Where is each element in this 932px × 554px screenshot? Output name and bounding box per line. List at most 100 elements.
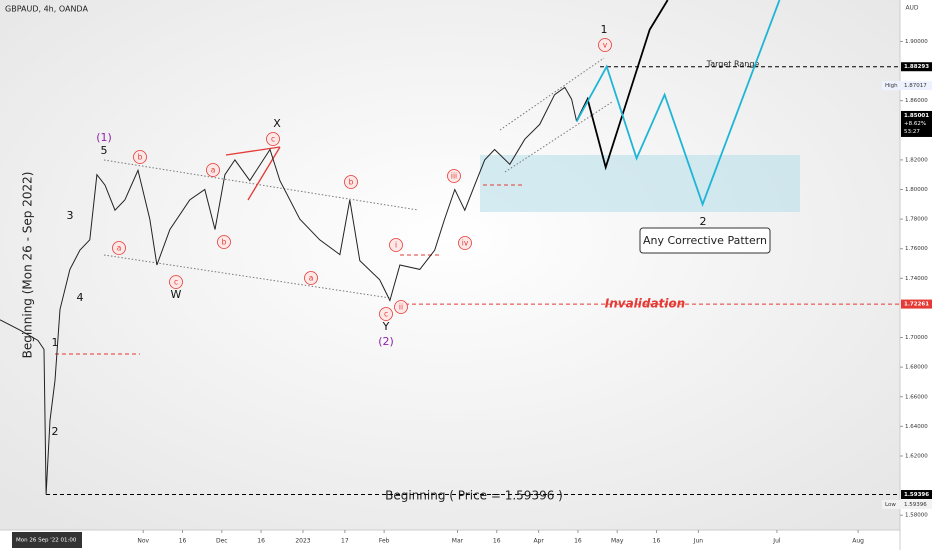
price-label: 1.59396 [904,492,929,498]
wave-circle [458,236,472,250]
high-label: High [885,83,898,89]
channel-line [103,159,419,211]
projection-line [575,0,781,207]
x-tick-label: Apr [533,538,544,545]
currency: AUD [905,5,918,12]
wave-label: (2) [378,335,394,348]
wave-circle-label: a [117,244,122,253]
triangle-line [247,146,281,201]
wave-circle-label: c [174,278,178,287]
x-tick-label: 17 [341,538,349,545]
x-tick-label: 16 [257,538,265,545]
channel-line [504,101,613,173]
y-tick-label: 1.64000 [905,424,928,430]
y-tick-label: 1.74000 [905,276,928,282]
low-value: 1.59396 [904,502,927,508]
wave-label: W [171,288,182,301]
countdown: 53:27 [904,129,920,135]
x-tick-label: Dec [216,538,228,545]
y-tick-label: 1.82000 [905,157,928,163]
triangle-line [225,146,281,156]
channel-line [499,57,605,131]
wave-circle-label: iii [451,172,457,181]
y-tick-label: 1.68000 [905,365,928,371]
x-tick-label: Jun [693,538,704,545]
high-value: 1.87017 [904,83,927,89]
high-box [882,81,932,91]
wave-circle-label: a [309,274,314,283]
x-tick-label: Mar [452,538,464,545]
price-label: 1.88293 [904,64,929,70]
wave-circle-label: v [603,41,608,50]
target-zone [480,155,800,212]
wave-circle [598,38,612,52]
y-tick-label: 1.76000 [905,246,928,252]
cursor-box [12,532,82,548]
y-tick-label: 1.58000 [905,513,928,519]
channel-line [103,254,391,299]
low-label: Low [885,502,896,508]
time-axis [0,530,900,550]
wave-circle [133,150,147,164]
x-tick-label: 16 [653,538,661,545]
cursor-label: Mon 26 Sep '22 01:00 [16,538,77,544]
x-tick-label: 2023 [295,538,310,545]
wave-label: 4 [77,291,84,304]
x-tick-label: Feb [379,538,390,545]
y-tick-label: 1.70000 [905,335,928,341]
y-tick-label: 1.78000 [905,217,928,223]
wave-circle-label: ii [399,303,403,312]
wave-label: 5 [101,144,108,157]
wave-circle-label: iv [462,239,469,248]
wave-circle-label: c [271,135,275,144]
wave-circle [447,169,461,183]
wave-circle [206,163,220,177]
y-tick-label: 1.62000 [905,453,928,459]
price-label-box [901,110,932,137]
wave-circle [112,241,126,255]
y-tick-label: 1.66000 [905,394,928,400]
y-tick-label: 1.86000 [905,98,928,104]
y-tick-label: 1.90000 [905,39,928,45]
price-label-box [901,490,932,500]
wave-circle [169,275,183,289]
wave-circle [217,235,231,249]
triangle [225,146,281,201]
wave-label: 1 [52,336,59,349]
wave-label: 3 [67,209,74,222]
price-label-box [901,299,932,309]
wave-circle [389,238,403,252]
x-tick-label: 16 [493,538,501,545]
wave-label: (1) [96,131,112,144]
wave-circle-label: b [222,238,227,247]
wave-circle [379,307,393,321]
price-label: 1.85001 [904,113,929,119]
wave-circle-label: i [395,241,397,250]
wave-label: Y [382,320,390,333]
channels [103,57,613,299]
wave-circle-label: b [349,178,354,187]
annotation: Target Range [706,60,760,69]
annotation: Any Corrective Pattern [643,234,767,247]
chart-title: GBPAUD, 4h, OANDA [5,5,88,14]
wave-label: X [273,117,281,130]
price-line [0,86,578,495]
price-label: 1.72261 [904,302,929,308]
x-tick-label: Jul [772,538,781,545]
wave-circle-label: c [384,310,388,319]
annotation: Beginning (Mon 26 - Sep 2022) [21,172,35,359]
price-axis [900,0,932,550]
wave-circle [344,175,358,189]
wave-label: 1 [601,23,608,36]
x-tick-label: 16 [179,538,187,545]
wave-circle [304,271,318,285]
annotation: Invalidation [605,297,685,311]
x-tick-label: Nov [137,538,149,545]
wave-circle [266,132,280,146]
low-box [882,500,932,510]
levels [55,184,522,355]
wave-label: 2 [52,425,59,438]
wave-label: 2 [700,215,707,228]
annotation: Beginning ( Price = 1.59396 ) [385,489,563,503]
